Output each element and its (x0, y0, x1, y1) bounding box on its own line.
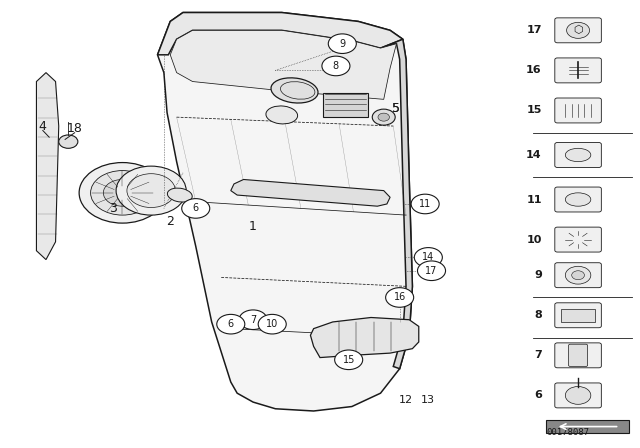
FancyBboxPatch shape (555, 263, 602, 288)
Text: 2: 2 (166, 215, 174, 228)
Text: 7: 7 (534, 350, 541, 360)
Ellipse shape (266, 106, 298, 124)
Circle shape (239, 310, 267, 330)
Circle shape (258, 314, 286, 334)
Text: 7: 7 (250, 315, 256, 325)
FancyBboxPatch shape (555, 303, 602, 328)
Text: 8: 8 (333, 61, 339, 71)
Circle shape (217, 314, 245, 334)
Polygon shape (323, 93, 368, 117)
Circle shape (91, 171, 154, 215)
Circle shape (103, 180, 141, 206)
Circle shape (182, 198, 210, 218)
Text: 9: 9 (339, 39, 346, 49)
Text: 11: 11 (419, 199, 431, 209)
Circle shape (59, 135, 78, 148)
Text: 1: 1 (249, 220, 257, 233)
FancyBboxPatch shape (555, 227, 602, 252)
Ellipse shape (168, 188, 192, 202)
Text: ⬡: ⬡ (573, 26, 583, 35)
Polygon shape (170, 30, 396, 99)
Circle shape (566, 22, 589, 39)
FancyBboxPatch shape (555, 98, 602, 123)
Circle shape (411, 194, 439, 214)
Text: 18: 18 (67, 122, 83, 135)
Circle shape (79, 163, 166, 223)
Circle shape (565, 266, 591, 284)
Text: 6: 6 (534, 390, 541, 401)
FancyBboxPatch shape (555, 142, 602, 168)
FancyBboxPatch shape (568, 344, 588, 366)
Polygon shape (157, 13, 403, 55)
Text: 5: 5 (392, 102, 401, 115)
Circle shape (335, 350, 363, 370)
Text: 14: 14 (526, 150, 541, 160)
Circle shape (386, 288, 413, 307)
Text: 16: 16 (394, 293, 406, 302)
Circle shape (116, 166, 186, 215)
Text: 14: 14 (422, 252, 435, 263)
Text: 15: 15 (342, 355, 355, 365)
Ellipse shape (565, 148, 591, 162)
Text: 00178087: 00178087 (546, 428, 589, 437)
Text: 10: 10 (526, 235, 541, 245)
Circle shape (572, 271, 584, 280)
Circle shape (328, 34, 356, 53)
Text: 16: 16 (526, 65, 541, 75)
FancyBboxPatch shape (561, 309, 595, 322)
Polygon shape (381, 39, 412, 369)
Text: 4: 4 (39, 120, 47, 133)
Polygon shape (231, 180, 390, 206)
Polygon shape (157, 13, 412, 411)
Circle shape (372, 109, 395, 125)
Text: 15: 15 (526, 105, 541, 116)
Ellipse shape (565, 193, 591, 206)
Text: 11: 11 (526, 194, 541, 205)
FancyBboxPatch shape (555, 343, 602, 368)
FancyBboxPatch shape (555, 383, 602, 408)
Circle shape (417, 261, 445, 280)
FancyBboxPatch shape (555, 58, 602, 83)
Circle shape (565, 387, 591, 404)
Circle shape (378, 113, 390, 121)
Bar (546, 420, 629, 433)
Polygon shape (310, 318, 419, 358)
Text: 8: 8 (534, 310, 541, 320)
Text: 17: 17 (426, 266, 438, 276)
Text: 6: 6 (193, 203, 199, 213)
Text: 17: 17 (526, 26, 541, 35)
FancyBboxPatch shape (555, 18, 602, 43)
Ellipse shape (271, 78, 318, 103)
Polygon shape (36, 73, 59, 260)
Text: 12: 12 (399, 395, 413, 405)
Text: 13: 13 (421, 395, 435, 405)
Text: 6: 6 (228, 319, 234, 329)
Text: 9: 9 (534, 270, 541, 280)
Circle shape (322, 56, 350, 76)
Circle shape (414, 248, 442, 267)
FancyBboxPatch shape (555, 187, 602, 212)
Text: 3: 3 (109, 202, 117, 215)
Circle shape (127, 174, 175, 207)
Text: 5: 5 (392, 102, 401, 115)
Text: 10: 10 (266, 319, 278, 329)
